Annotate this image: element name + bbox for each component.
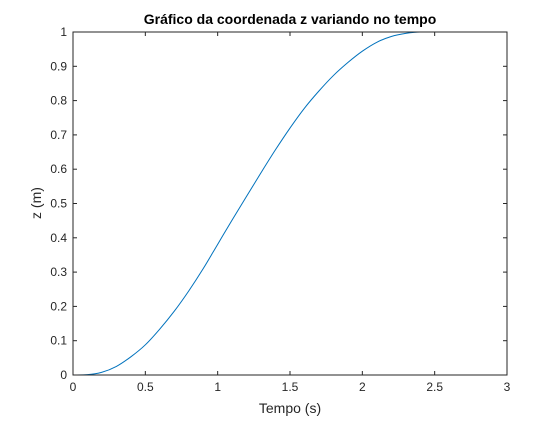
plot-area — [73, 32, 507, 375]
y-tick-label: 0.6 — [50, 162, 67, 176]
y-axis-label: z (m) — [28, 187, 44, 219]
y-tick-label: 0 — [60, 368, 67, 382]
axes-box — [72, 31, 508, 376]
x-axis-label: Tempo (s) — [259, 400, 321, 416]
y-tick-label: 1 — [60, 25, 67, 39]
x-tick-label: 0.5 — [137, 380, 154, 394]
y-tick-label: 0.1 — [50, 334, 67, 348]
x-tick-label: 0 — [70, 380, 77, 394]
y-tick-label: 0.8 — [50, 94, 67, 108]
y-tick-label: 0.7 — [50, 128, 67, 142]
y-tick-label: 0.2 — [50, 299, 67, 313]
x-tick-label: 2.5 — [426, 380, 443, 394]
y-tick-label: 0.9 — [50, 59, 67, 73]
y-tick-label: 0.4 — [50, 231, 67, 245]
ticks-layer: 0 0.5 1 1.5 2 2.5 3 0 0.1 0.2 0.3 0.4 0.5 0.6 0.7 0.8 0.… — [50, 25, 510, 394]
x-tick-label: 1 — [214, 380, 221, 394]
y-tick-label: 0.3 — [50, 265, 67, 279]
x-tick-label: 1.5 — [282, 380, 299, 394]
chart-title: Gráfico da coordenada z variando no temp… — [144, 11, 437, 27]
x-tick-label: 2 — [359, 380, 366, 394]
x-tick-label: 3 — [504, 380, 511, 394]
y-tick-label: 0.5 — [50, 197, 67, 211]
